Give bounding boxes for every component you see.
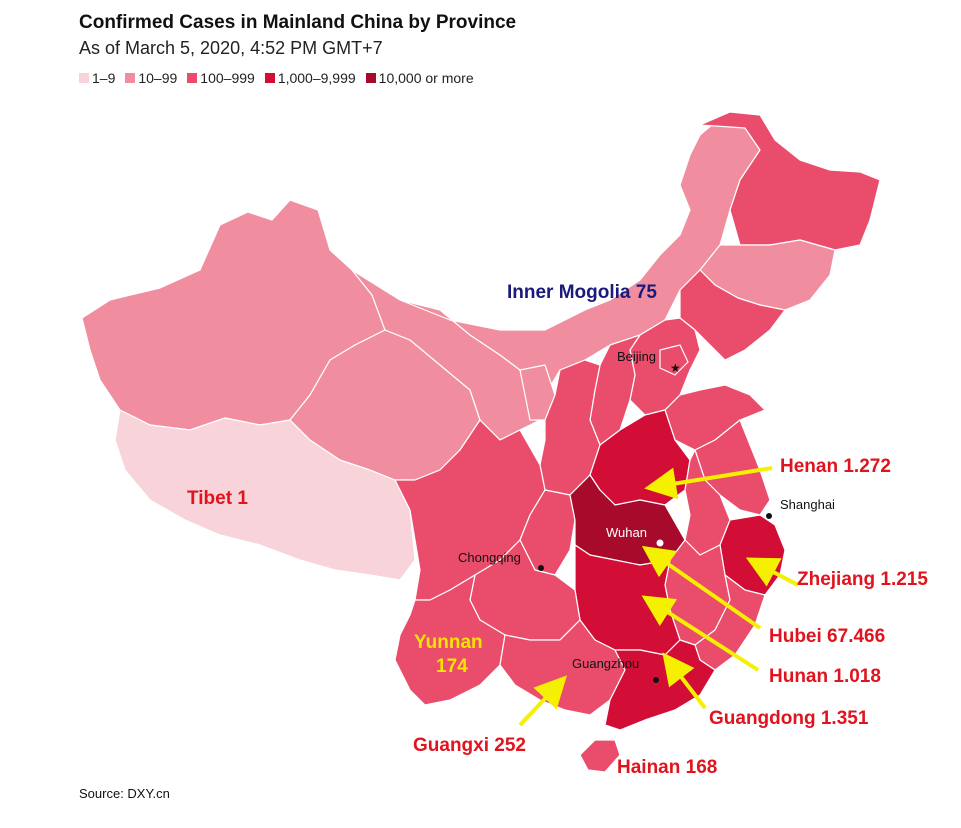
- label-inner-mongolia: Inner Mogolia 75: [507, 282, 657, 303]
- province-shandong: [664, 384, 766, 451]
- arrow-henan: [644, 466, 773, 500]
- province-tibet: [114, 409, 416, 581]
- label-henan: Henan 1.272: [780, 456, 891, 477]
- star-icon: ★: [670, 361, 681, 375]
- legend-label: 1–9: [92, 70, 116, 86]
- label-hunan: Hunan 1.018: [769, 666, 881, 687]
- source-note: Source: DXY.cn: [79, 786, 170, 801]
- legend-item: 1,000–9,999: [264, 70, 356, 86]
- map-title: Confirmed Cases in Mainland China by Pro…: [79, 12, 517, 33]
- legend-label: 10–99: [138, 70, 178, 86]
- province-hainan: [579, 739, 621, 773]
- province-beijing: [659, 344, 689, 376]
- city-label-chongqing: Chongqing: [458, 550, 521, 565]
- province-yunnan: [394, 574, 506, 706]
- city-dot-chongqing: [538, 565, 544, 571]
- city-dot-wuhan: [656, 539, 664, 547]
- label-hainan: Hainan 168: [617, 757, 717, 778]
- legend-swatch: [187, 73, 198, 83]
- arrow-guangdong: [662, 652, 707, 710]
- legend-item: 10,000 or more: [365, 70, 474, 86]
- arrow-guangxi: [518, 675, 568, 727]
- label-tibet: Tibet 1: [187, 488, 248, 509]
- legend-label: 10,000 or more: [378, 70, 474, 86]
- legend-swatch: [264, 73, 275, 83]
- city-label-wuhan: Wuhan: [606, 525, 647, 540]
- legend: 1–9 10–99 100–999 1,000–9,999 10,000 or …: [79, 70, 474, 86]
- label-guangdong: Guangdong 1.351: [709, 708, 869, 729]
- arrow-zhejiang: [745, 557, 799, 587]
- legend-item: 10–99: [125, 70, 177, 86]
- city-label-guangzhou: Guangzhou: [572, 656, 639, 671]
- legend-swatch: [125, 73, 136, 83]
- label-hubei: Hubei 67.466: [769, 626, 885, 647]
- legend-swatch: [79, 73, 89, 83]
- city-dot-guangzhou: [653, 677, 659, 683]
- label-zhejiang: Zhejiang 1.215: [797, 569, 928, 590]
- city-label-beijing: Beijing: [617, 349, 656, 364]
- legend-label: 100–999: [200, 70, 255, 86]
- legend-label: 1,000–9,999: [277, 70, 356, 86]
- arrow-hunan: [641, 595, 760, 672]
- map-subtitle: As of March 5, 2020, 4:52 PM GMT+7: [79, 38, 383, 58]
- label-yunnan-value: 174: [436, 656, 468, 677]
- label-guangxi: Guangxi 252: [413, 735, 526, 756]
- province-heilongjiang: [699, 111, 881, 251]
- legend-item: 1–9: [79, 70, 115, 86]
- arrow-hubei: [641, 545, 762, 630]
- legend-item: 100–999: [187, 70, 255, 86]
- city-dot-shanghai: [766, 513, 772, 519]
- legend-swatch: [365, 73, 376, 83]
- label-yunnan-name: Yunnan: [414, 632, 483, 653]
- city-label-shanghai: Shanghai: [780, 497, 835, 512]
